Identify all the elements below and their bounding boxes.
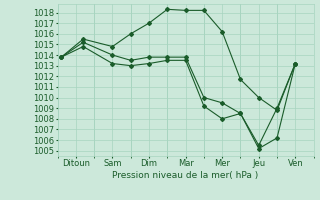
X-axis label: Pression niveau de la mer( hPa ): Pression niveau de la mer( hPa ) — [112, 171, 259, 180]
